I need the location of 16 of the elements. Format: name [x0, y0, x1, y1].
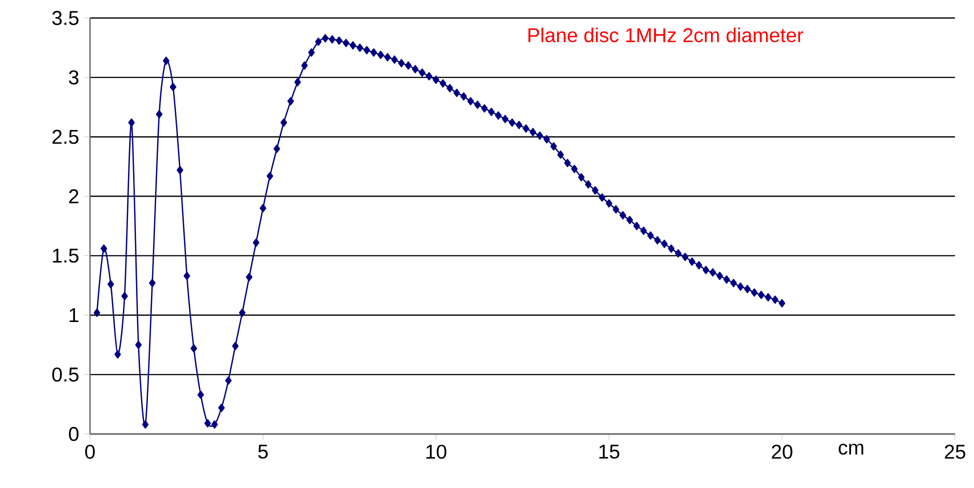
x-axis-title: cm	[838, 444, 864, 455]
x-tick-label: 20	[772, 444, 792, 459]
y-tick-label: 0.5	[52, 367, 78, 382]
y-tick-label: 1.5	[53, 248, 78, 263]
y-tick-label: 0	[68, 426, 79, 442]
y-tick-label: 2.5	[52, 130, 78, 144]
x-tick-label: 5	[258, 444, 268, 459]
y-tick-label: 1	[70, 308, 78, 322]
y-tick-label: 2	[69, 189, 78, 204]
chart-title: Plane disc 1MHz 2cm diameter	[528, 28, 804, 42]
x-tick-label: 15	[599, 444, 620, 459]
x-tick-label: 10	[426, 444, 446, 459]
x-tick-label: 0	[85, 444, 95, 459]
x-tick-label: 25	[944, 444, 966, 459]
y-tick-label: 3	[68, 70, 78, 84]
y-tick-label: 3.5	[52, 10, 78, 26]
